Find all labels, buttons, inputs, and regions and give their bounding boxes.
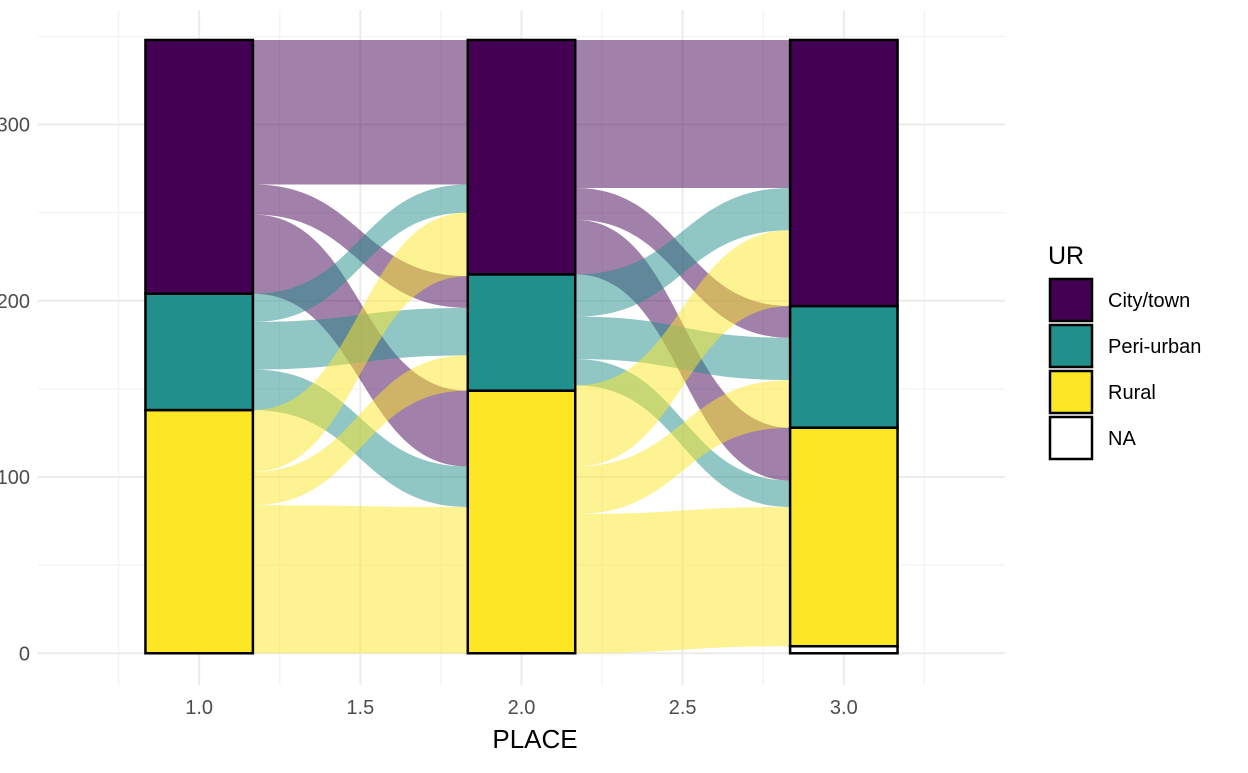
flow-band <box>252 355 468 506</box>
axes: PLACE 1.0 1.5 2.0 2.5 3.0 0 100 200 300 <box>0 115 858 754</box>
legend-title: UR <box>1048 242 1084 270</box>
flow-band <box>575 39 791 189</box>
legend-key-swatch <box>1048 415 1094 461</box>
flow-band <box>252 184 468 322</box>
stratum-block <box>466 38 577 276</box>
flow-band <box>575 380 791 515</box>
stratum-block <box>788 38 899 308</box>
flow-band <box>252 505 468 654</box>
y-tick-label: 200 <box>0 291 30 313</box>
legend-key-swatch <box>1048 323 1094 369</box>
x-tick-label: 3.0 <box>830 697 858 719</box>
stratum-block <box>788 426 899 648</box>
flow-band <box>575 506 791 654</box>
x-tick-label: 1.0 <box>185 697 213 719</box>
legend-key-swatch <box>1048 277 1094 323</box>
y-tick-label: 100 <box>0 467 30 489</box>
flow-band <box>252 39 468 185</box>
stratum-block <box>788 304 899 429</box>
flow-band <box>575 230 791 467</box>
y-tick-label: 300 <box>0 115 30 137</box>
legend-label: NA <box>1108 428 1136 450</box>
stratum-block <box>144 292 255 412</box>
stratum-block <box>466 273 577 392</box>
x-tick-label: 1.5 <box>346 697 374 719</box>
stratum-block <box>144 408 255 655</box>
flow-band <box>575 188 791 317</box>
flow-band <box>252 212 468 472</box>
legend-label: Rural <box>1108 382 1156 404</box>
strata-layer <box>144 38 899 655</box>
legend-label: City/town <box>1108 290 1190 312</box>
x-tick-label: 2.0 <box>508 697 536 719</box>
y-tick-label: 0 <box>19 643 30 665</box>
legend-label: Peri-urban <box>1108 336 1201 358</box>
stratum-block <box>144 38 255 295</box>
x-axis-title: PLACE <box>492 724 577 754</box>
legend-key-swatch <box>1048 369 1094 415</box>
x-tick-label: 2.5 <box>669 697 697 719</box>
legend: UR City/town Peri-urban Rural NA <box>1048 242 1201 461</box>
flows-layer <box>252 39 791 654</box>
stratum-block <box>466 389 577 655</box>
